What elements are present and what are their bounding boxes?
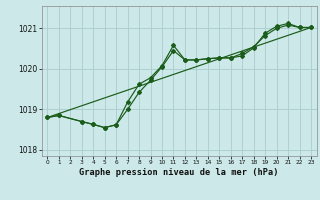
X-axis label: Graphe pression niveau de la mer (hPa): Graphe pression niveau de la mer (hPa) <box>79 168 279 177</box>
